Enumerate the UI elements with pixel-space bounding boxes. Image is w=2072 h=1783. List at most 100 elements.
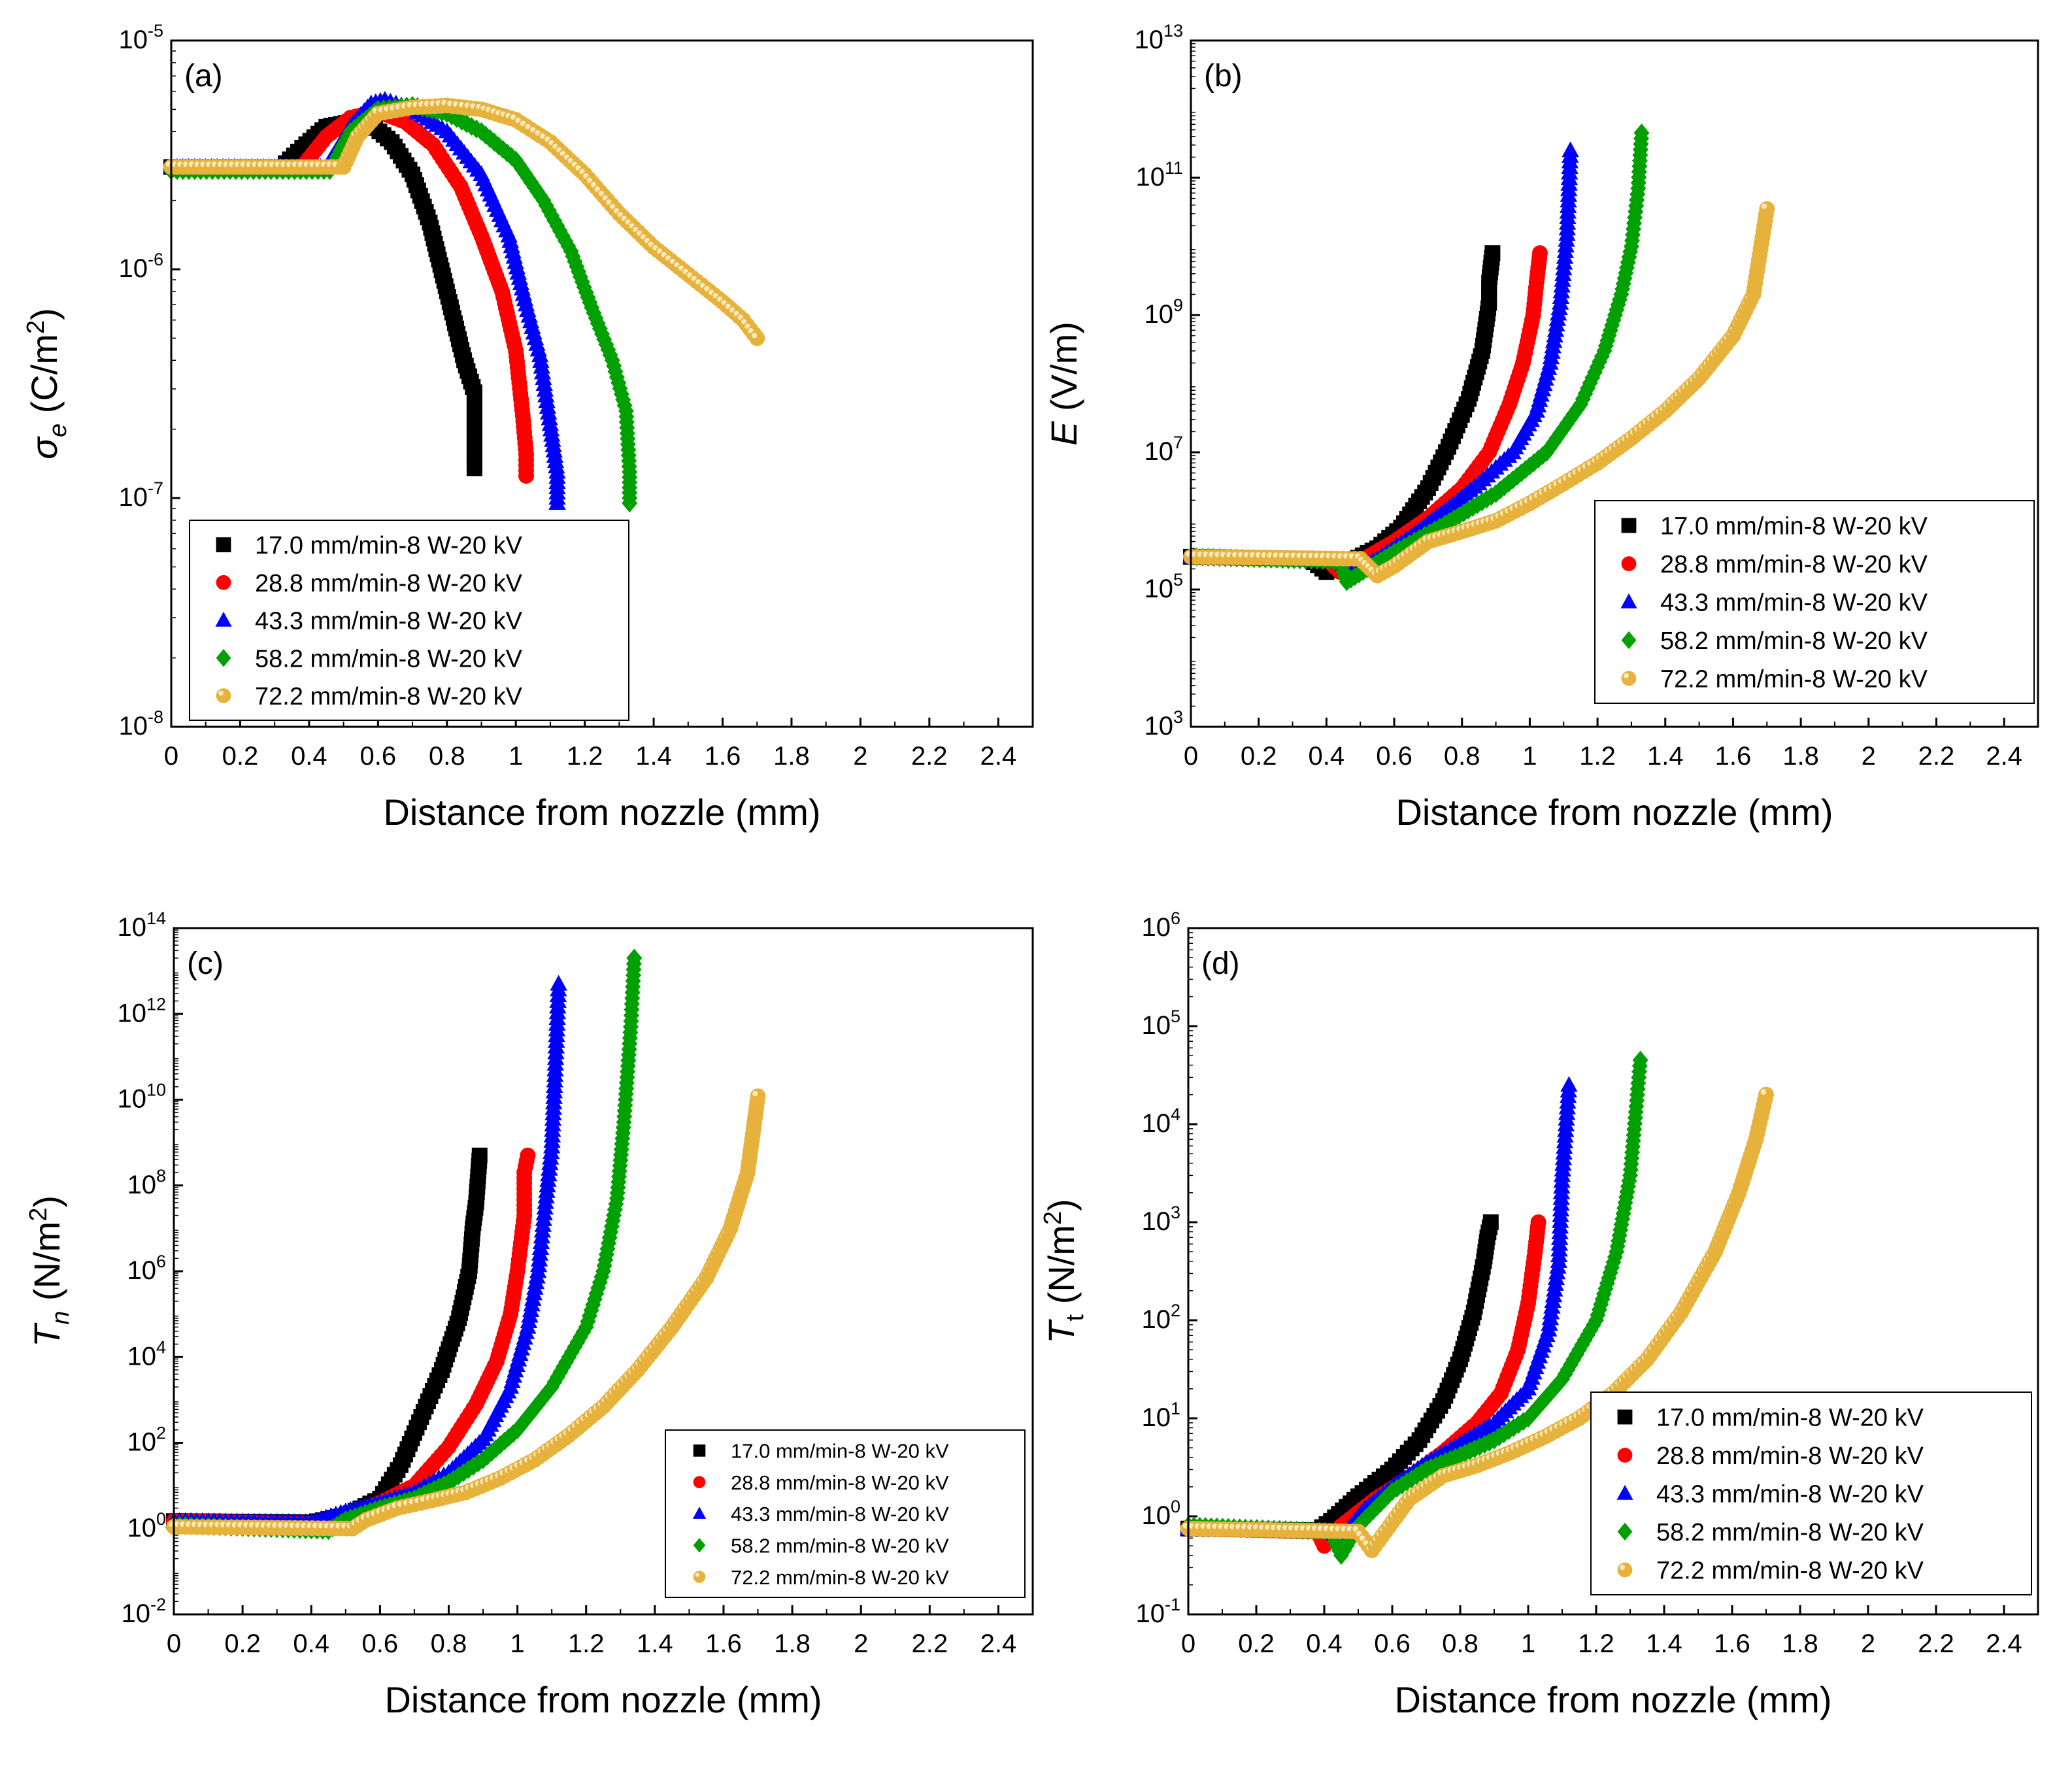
legend-label: 72.2 mm/min-8 W-20 kV <box>255 683 523 710</box>
x-tick-label: 1.8 <box>774 1629 810 1658</box>
y-tick-label: 103 <box>1141 1203 1180 1236</box>
circle-marker <box>520 1147 536 1163</box>
legend-label: 58.2 mm/min-8 W-20 kV <box>1656 1519 1924 1546</box>
sphere-marker <box>750 1088 766 1105</box>
x-tick-label: 0.6 <box>1376 742 1412 771</box>
x-tick-label: 0.2 <box>222 742 259 771</box>
legend: 17.0 mm/min-8 W-20 kV 28.8 mm/min-8 W-20 … <box>665 1429 1026 1598</box>
x-tick-label: 1.8 <box>1782 1629 1818 1658</box>
triangle-marker <box>548 493 566 510</box>
x-tick-label: 1.2 <box>567 742 603 771</box>
x-tick-label: 1 <box>1521 1629 1535 1658</box>
diamond-marker <box>1632 1050 1648 1070</box>
legend-label: 28.8 mm/min-8 W-20 kV <box>731 1471 949 1494</box>
x-tick-label: 0 <box>167 1629 181 1658</box>
sphere-marker <box>693 1571 706 1583</box>
circle-marker <box>1530 1214 1546 1230</box>
legend-label: 17.0 mm/min-8 W-20 kV <box>1660 513 1928 541</box>
x-tick-label: 2.4 <box>1986 1629 2022 1658</box>
y-tick-label: 102 <box>127 1424 166 1457</box>
x-tick-label: 0.2 <box>1241 742 1277 771</box>
panel-label: (b) <box>1204 59 1243 93</box>
sphere-highlight <box>695 1573 699 1577</box>
legend-label: 28.8 mm/min-8 W-20 kV <box>1660 551 1928 578</box>
triangle-marker <box>550 975 567 991</box>
diamond-marker <box>693 1538 706 1553</box>
x-tick-label: 2 <box>1861 1629 1875 1658</box>
x-tick-label: 1.4 <box>1647 742 1684 771</box>
x-tick-label: 1 <box>510 1629 524 1658</box>
y-tick-label: 103 <box>1144 707 1183 741</box>
legend-label: 43.3 mm/min-8 W-20 kV <box>731 1503 949 1525</box>
x-tick-label: 0.4 <box>1306 1629 1343 1658</box>
panel-label: (a) <box>184 59 223 93</box>
x-tick-label: 0.4 <box>291 742 327 771</box>
x-tick-label: 0.8 <box>1444 742 1480 771</box>
sphere-highlight <box>1761 203 1767 209</box>
legend-label: 43.3 mm/min-8 W-20 kV <box>1656 1481 1924 1508</box>
legend-label: 28.8 mm/min-8 W-20 kV <box>255 570 523 597</box>
square-marker <box>693 1444 706 1457</box>
legend-label: 58.2 mm/min-8 W-20 kV <box>1660 627 1928 655</box>
x-tick-label: 2 <box>853 742 867 771</box>
sphere-highlight <box>1620 1565 1625 1570</box>
sphere-marker <box>1617 1562 1633 1578</box>
x-tick-label: 0 <box>164 742 178 771</box>
circle-marker <box>518 468 535 484</box>
chart-panel-d: 0 0.2 0.4 0.6 0.8 1 1.2 1.4 1.6 1.8 2 2.2 2.4 10-1 100… <box>1039 908 2039 1720</box>
legend-label: 72.2 mm/min-8 W-20 kV <box>1660 666 1928 693</box>
series-sphere <box>1183 201 1775 584</box>
panel-label: (c) <box>187 946 224 981</box>
y-axis-label: Tt (N/m2) <box>1039 1199 1089 1343</box>
x-axis-label: Distance from nozzle (mm) <box>384 1679 822 1720</box>
legend-label: 17.0 mm/min-8 W-20 kV <box>1656 1405 1924 1432</box>
y-axis-label: σe (C/m2) <box>22 308 72 459</box>
circle-marker <box>1531 245 1548 261</box>
triangle-marker <box>1620 593 1637 608</box>
y-tick-label: 1010 <box>117 1080 166 1114</box>
legend-label: 58.2 mm/min-8 W-20 kV <box>731 1534 949 1557</box>
x-tick-label: 0.4 <box>1309 742 1345 771</box>
diamond-marker <box>1621 631 1637 650</box>
legend-box <box>1594 500 2035 704</box>
y-axis-label: Tn (N/m2) <box>25 1195 75 1347</box>
x-tick-label: 0.6 <box>362 1629 399 1658</box>
sphere-highlight <box>751 332 758 339</box>
x-tick-label: 1.4 <box>637 1629 673 1658</box>
y-tick-label: 105 <box>1141 1007 1180 1040</box>
y-tick-label: 10-2 <box>121 1595 166 1628</box>
square-marker <box>1617 1409 1633 1425</box>
y-tick-label: 100 <box>1141 1497 1180 1530</box>
sphere-marker <box>1758 1086 1774 1103</box>
sphere-marker <box>216 688 231 703</box>
legend: 17.0 mm/min-8 W-20 kV 28.8 mm/min-8 W-20 … <box>1594 500 2035 704</box>
x-tick-label: 1 <box>1522 742 1537 771</box>
x-tick-label: 0.6 <box>360 742 397 771</box>
series-square <box>1180 1214 1499 1539</box>
sphere-marker <box>1621 671 1637 686</box>
legend-label: 17.0 mm/min-8 W-20 kV <box>255 532 523 559</box>
x-tick-label: 1.2 <box>568 1629 605 1658</box>
x-tick-label: 2.4 <box>980 1629 1017 1658</box>
x-axis-label: Distance from nozzle (mm) <box>383 792 820 833</box>
y-axis-label: E (V/m) <box>1043 322 1084 446</box>
legend-box <box>189 520 629 721</box>
y-tick-label: 107 <box>1144 433 1183 466</box>
x-tick-label: 2.4 <box>1986 742 2022 771</box>
x-tick-label: 1.4 <box>1646 1629 1682 1658</box>
triangle-marker <box>215 611 232 627</box>
plot-frame <box>1190 39 2039 728</box>
y-tick-label: 108 <box>127 1166 166 1199</box>
circle-marker <box>693 1476 706 1488</box>
legend-box <box>665 1429 1026 1598</box>
chart-panel-a: 0 0.2 0.4 0.6 0.8 1 1.2 1.4 1.6 1.8 2 2.2 2.4 10-8 10-… <box>22 21 1034 833</box>
x-tick-label: 0 <box>1181 1629 1195 1658</box>
legend-box <box>1590 1391 2032 1595</box>
x-tick-label: 1 <box>509 742 523 771</box>
x-tick-label: 2.2 <box>1918 742 1955 771</box>
x-tick-label: 1.6 <box>705 742 741 771</box>
y-tick-label: 10-6 <box>118 250 163 283</box>
x-tick-label: 2 <box>1862 742 1876 771</box>
x-tick-label: 0.2 <box>224 1629 261 1658</box>
y-tick-label: 1011 <box>1135 158 1183 192</box>
